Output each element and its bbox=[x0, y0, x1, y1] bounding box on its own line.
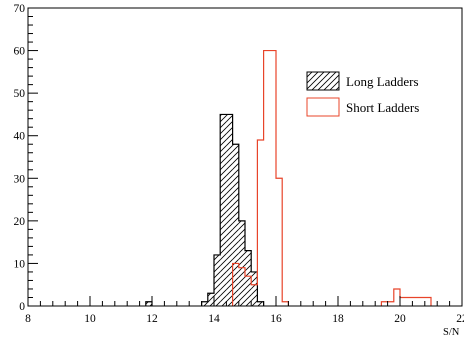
legend-swatch-long-ladders bbox=[306, 71, 340, 91]
plot-border bbox=[27, 7, 463, 307]
legend-label-short-ladders: Short Ladders bbox=[346, 100, 419, 115]
legend-label-long-ladders: Long Ladders bbox=[346, 74, 419, 89]
bar-long-ladders-2 bbox=[207, 293, 214, 306]
x-tick-label-10: 10 bbox=[84, 313, 96, 325]
legend: Long Ladders Short Ladders bbox=[306, 71, 419, 117]
y-tick-label-70: 70 bbox=[14, 3, 26, 15]
axis-ticks bbox=[27, 7, 463, 307]
bar-long-ladders-8 bbox=[245, 250, 252, 306]
legend-swatch-short-ladders bbox=[306, 97, 340, 117]
bar-long-ladders-4 bbox=[220, 114, 227, 306]
x-tick-label-14: 14 bbox=[208, 313, 220, 325]
bar-short-ladders-14 bbox=[412, 297, 418, 306]
bar-long-ladders-1 bbox=[201, 301, 208, 306]
bar-short-ladders-5 bbox=[264, 51, 270, 306]
bar-short-ladders-12 bbox=[400, 297, 406, 306]
plot-frame bbox=[27, 7, 463, 307]
bar-short-ladders-10 bbox=[388, 302, 394, 306]
x-tick-label-22: 22 bbox=[456, 313, 464, 325]
bar-short-ladders-16 bbox=[425, 297, 431, 306]
bar-short-ladders-8 bbox=[282, 302, 288, 306]
bar-short-ladders-9 bbox=[381, 302, 387, 306]
bar-long-ladders-6 bbox=[232, 144, 239, 306]
bar-long-ladders-9 bbox=[251, 271, 258, 306]
bar-short-ladders-4 bbox=[257, 140, 263, 306]
bar-long-ladders-10 bbox=[257, 301, 264, 306]
y-tick-label-10: 10 bbox=[14, 258, 26, 270]
bar-short-ladders-7 bbox=[276, 178, 282, 306]
bar-short-ladders-13 bbox=[406, 297, 412, 306]
x-tick-label-20: 20 bbox=[394, 313, 406, 325]
bar-short-ladders-15 bbox=[419, 297, 425, 306]
bar-short-ladders-11 bbox=[394, 289, 400, 306]
y-tick-label-60: 60 bbox=[14, 46, 26, 58]
y-tick-label-30: 30 bbox=[14, 173, 26, 185]
bar-long-ladders-0 bbox=[145, 301, 152, 306]
x-axis-label: S/N bbox=[443, 327, 460, 338]
bar-long-ladders-5 bbox=[226, 114, 233, 306]
x-tick-label-8: 8 bbox=[25, 313, 31, 325]
y-tick-label-20: 20 bbox=[14, 216, 26, 228]
bar-long-ladders-7 bbox=[238, 220, 245, 306]
x-tick-label-18: 18 bbox=[332, 313, 344, 325]
y-tick-label-50: 50 bbox=[14, 88, 26, 100]
x-tick-label-16: 16 bbox=[270, 313, 282, 325]
bar-long-ladders-3 bbox=[214, 254, 221, 306]
bar-short-ladders-6 bbox=[270, 51, 276, 306]
x-tick-label-12: 12 bbox=[146, 313, 158, 325]
y-tick-label-40: 40 bbox=[14, 131, 26, 143]
tick-labels: 8 10 12 14 16 18 20 22 0 10 20 30 40 50 60 70 bbox=[14, 3, 464, 325]
y-tick-label-0: 0 bbox=[19, 301, 25, 313]
